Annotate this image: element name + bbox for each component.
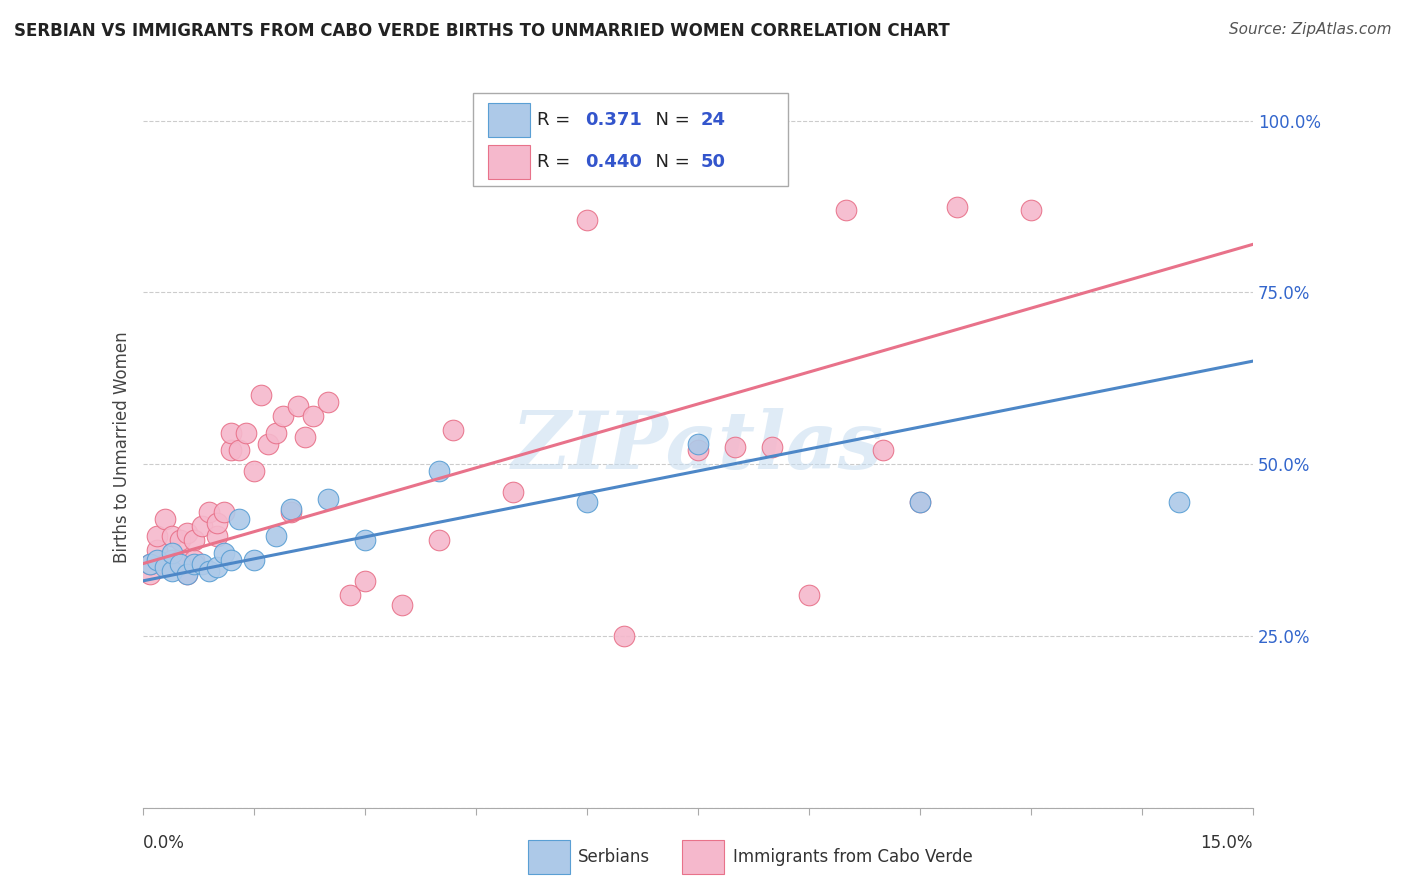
Text: 15.0%: 15.0%	[1201, 834, 1253, 852]
Point	[945, 200, 967, 214]
Point	[391, 598, 413, 612]
Point	[835, 202, 858, 217]
Point	[724, 440, 747, 454]
Point	[301, 409, 323, 423]
Point	[221, 426, 243, 441]
Point	[1167, 495, 1189, 509]
Point	[316, 491, 339, 506]
Point	[908, 495, 931, 509]
Point	[160, 564, 183, 578]
Point	[205, 529, 228, 543]
Point	[264, 529, 287, 543]
Point	[264, 426, 287, 441]
Text: SERBIAN VS IMMIGRANTS FROM CABO VERDE BIRTHS TO UNMARRIED WOMEN CORRELATION CHAR: SERBIAN VS IMMIGRANTS FROM CABO VERDE BI…	[14, 22, 950, 40]
Point	[1019, 202, 1042, 217]
Text: N =: N =	[644, 112, 696, 129]
Point	[153, 557, 176, 571]
Point	[212, 505, 235, 519]
Point	[169, 553, 191, 567]
Point	[575, 495, 598, 509]
Point	[575, 213, 598, 227]
Point	[228, 443, 250, 458]
Point	[160, 553, 183, 567]
Point	[686, 436, 709, 450]
Point	[183, 553, 205, 567]
Point	[183, 557, 205, 571]
Point	[205, 560, 228, 574]
Point	[176, 525, 198, 540]
Text: 0.440: 0.440	[585, 153, 643, 171]
Point	[294, 430, 316, 444]
Point	[190, 557, 212, 571]
Point	[176, 567, 198, 582]
Point	[221, 553, 243, 567]
Text: 50: 50	[700, 153, 725, 171]
Text: N =: N =	[644, 153, 696, 171]
Point	[146, 553, 169, 567]
Point	[502, 484, 524, 499]
Point	[160, 546, 183, 560]
Point	[427, 533, 450, 547]
Point	[228, 512, 250, 526]
Point	[153, 560, 176, 574]
Point	[287, 399, 309, 413]
Text: ZIPatlas: ZIPatlas	[512, 409, 884, 486]
Text: Immigrants from Cabo Verde: Immigrants from Cabo Verde	[733, 847, 973, 865]
Point	[797, 588, 820, 602]
Point	[250, 388, 273, 402]
Point	[190, 519, 212, 533]
Text: R =: R =	[537, 153, 576, 171]
Point	[153, 512, 176, 526]
Point	[280, 505, 302, 519]
Text: 0.371: 0.371	[585, 112, 643, 129]
Point	[176, 567, 198, 582]
Point	[198, 564, 221, 578]
Point	[242, 553, 264, 567]
Point	[271, 409, 294, 423]
Text: Serbians: Serbians	[578, 847, 651, 865]
Point	[441, 423, 464, 437]
Text: 0.0%: 0.0%	[142, 834, 184, 852]
Text: R =: R =	[537, 112, 576, 129]
Point	[427, 464, 450, 478]
Point	[872, 443, 894, 458]
Point	[139, 557, 162, 571]
Point	[242, 464, 264, 478]
Point	[139, 557, 162, 571]
Point	[257, 436, 280, 450]
Point	[183, 533, 205, 547]
Point	[280, 501, 302, 516]
Point	[686, 443, 709, 458]
Point	[160, 529, 183, 543]
Text: 24: 24	[700, 112, 725, 129]
Point	[613, 629, 636, 643]
Point	[205, 516, 228, 530]
Text: Source: ZipAtlas.com: Source: ZipAtlas.com	[1229, 22, 1392, 37]
Point	[221, 443, 243, 458]
Point	[908, 495, 931, 509]
Y-axis label: Births to Unmarried Women: Births to Unmarried Women	[114, 331, 131, 563]
Point	[761, 440, 783, 454]
Point	[146, 529, 169, 543]
Point	[139, 567, 162, 582]
Point	[339, 588, 361, 602]
Point	[316, 395, 339, 409]
Point	[169, 533, 191, 547]
Point	[353, 574, 375, 588]
Point	[169, 557, 191, 571]
Point	[235, 426, 257, 441]
Point	[212, 546, 235, 560]
Point	[353, 533, 375, 547]
Point	[146, 543, 169, 558]
Point	[198, 505, 221, 519]
